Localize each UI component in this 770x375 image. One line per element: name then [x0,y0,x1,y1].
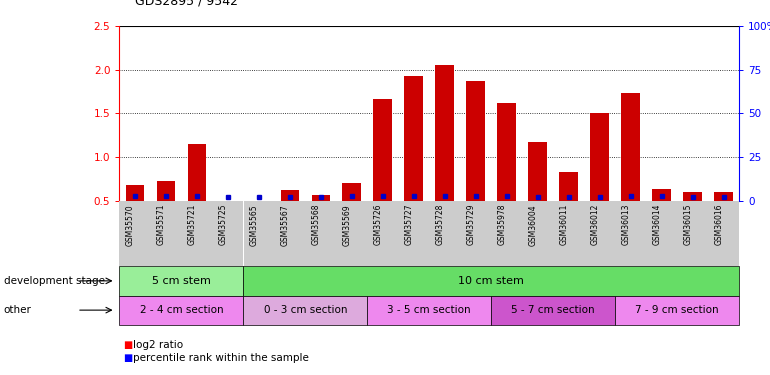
Bar [560,172,578,244]
Text: 5 cm stem: 5 cm stem [152,276,211,286]
Text: GSM35567: GSM35567 [281,204,290,246]
Text: GSM35571: GSM35571 [157,204,166,245]
Bar [126,185,144,244]
Text: GSM36014: GSM36014 [653,204,661,245]
Text: ■: ■ [123,340,132,350]
Bar [467,81,485,244]
Bar [528,142,547,244]
Bar [280,190,299,244]
Text: GSM35728: GSM35728 [436,204,445,245]
Text: GSM35729: GSM35729 [467,204,476,245]
Text: GSM36015: GSM36015 [684,204,693,245]
Text: GSM36013: GSM36013 [621,204,631,245]
Bar [219,201,237,244]
Text: GSM35726: GSM35726 [373,204,383,245]
Bar [343,183,361,244]
Bar [156,182,175,244]
Text: percentile rank within the sample: percentile rank within the sample [133,353,309,363]
Bar [188,144,206,244]
Bar [249,201,268,244]
Text: 0 - 3 cm section: 0 - 3 cm section [263,305,347,315]
Text: 5 - 7 cm section: 5 - 7 cm section [511,305,595,315]
Bar [497,103,516,244]
Text: GSM35727: GSM35727 [405,204,413,245]
Bar [404,76,423,244]
Bar [312,195,330,244]
Text: GSM36012: GSM36012 [591,204,600,245]
Text: GSM35725: GSM35725 [219,204,228,245]
Text: 10 cm stem: 10 cm stem [458,276,524,286]
Text: 3 - 5 cm section: 3 - 5 cm section [387,305,471,315]
Text: log2 ratio: log2 ratio [133,340,183,350]
Text: GSM35721: GSM35721 [188,204,197,245]
Text: ■: ■ [123,353,132,363]
Bar [373,99,392,244]
Text: GSM35570: GSM35570 [126,204,135,246]
Bar [591,113,609,244]
Text: GSM35978: GSM35978 [497,204,507,245]
Text: other: other [4,305,32,315]
Bar [715,192,733,244]
Text: GSM35568: GSM35568 [312,204,321,245]
Text: GDS2895 / 9542: GDS2895 / 9542 [135,0,238,8]
Text: GSM35565: GSM35565 [249,204,259,246]
Bar [684,192,702,244]
Bar [652,189,671,244]
Bar [436,66,454,244]
Text: GSM35569: GSM35569 [343,204,352,246]
Text: development stage: development stage [4,276,105,286]
Text: 7 - 9 cm section: 7 - 9 cm section [635,305,719,315]
Bar [621,93,640,244]
Text: GSM36004: GSM36004 [529,204,537,246]
Text: 2 - 4 cm section: 2 - 4 cm section [139,305,223,315]
Text: GSM36011: GSM36011 [560,204,569,245]
Text: GSM36016: GSM36016 [715,204,724,245]
